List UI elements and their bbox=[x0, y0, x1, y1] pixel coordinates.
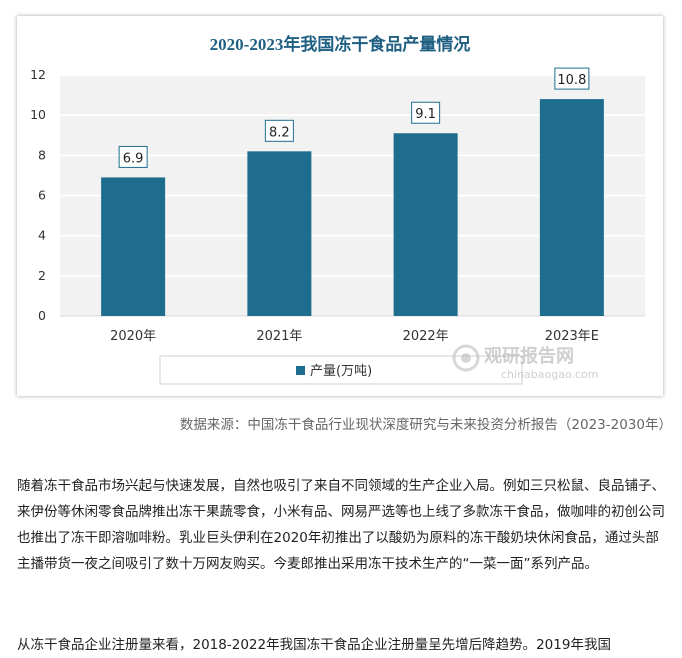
x-tick-label: 2022年 bbox=[403, 329, 449, 344]
y-tick-label: 8 bbox=[38, 147, 46, 162]
chart-panel: 2020-2023年我国冻干食品产量情况 0 2 4 6 8 10 12 6.9 2020年 8.… bbox=[17, 16, 663, 396]
data-label: 9.1 bbox=[415, 107, 436, 122]
data-label: 10.8 bbox=[557, 73, 586, 88]
bar bbox=[393, 133, 458, 316]
bar bbox=[101, 177, 166, 316]
watermark-brand: 观研报告网 bbox=[484, 345, 574, 367]
watermark: 观研报告网 chinabaogao.com bbox=[452, 344, 599, 381]
y-tick-label: 12 bbox=[30, 67, 46, 82]
data-label-box bbox=[118, 145, 148, 168]
watermark-logo-dot bbox=[461, 353, 471, 363]
data-label-box bbox=[554, 67, 590, 90]
body-paragraph: 随着冻干食品市场兴起与快速发展，自然也吸引了来自不同领域的生产企业入局。例如三只… bbox=[17, 478, 665, 572]
legend-swatch bbox=[296, 366, 305, 375]
y-tick-label: 0 bbox=[38, 308, 46, 323]
watermark-logo-icon bbox=[452, 344, 480, 372]
y-tick-label: 10 bbox=[30, 107, 46, 122]
body-paragraph: 从冻干食品企业注册量来看，2018-2022年我国冻干食品企业注册量呈先增后降趋… bbox=[17, 637, 611, 653]
data-label: 6.9 bbox=[123, 151, 144, 166]
bar bbox=[539, 99, 604, 316]
y-tick-label: 2 bbox=[38, 268, 46, 283]
data-label: 8.2 bbox=[269, 125, 290, 140]
watermark-url: chinabaogao.com bbox=[501, 368, 599, 381]
data-source: 数据来源：中国冻干食品行业现状深度研究与未来投资分析报告（2023-2030年） bbox=[179, 417, 672, 433]
bar bbox=[247, 151, 312, 316]
x-tick-label: 2020年 bbox=[110, 329, 156, 344]
y-tick-label: 4 bbox=[38, 228, 46, 243]
x-tick-label: 2023年E bbox=[545, 329, 599, 344]
legend-label: 产量(万吨) bbox=[310, 364, 372, 379]
chart-title: 2020-2023年我国冻干食品产量情况 bbox=[210, 34, 471, 54]
y-tick-label: 6 bbox=[38, 188, 46, 203]
x-tick-label: 2021年 bbox=[256, 329, 302, 344]
bar-chart: 2020-2023年我国冻干食品产量情况 0 2 4 6 8 10 12 6.9 2020年 8.… bbox=[30, 34, 645, 385]
data-label-box bbox=[411, 101, 441, 124]
data-label-box bbox=[264, 119, 294, 142]
